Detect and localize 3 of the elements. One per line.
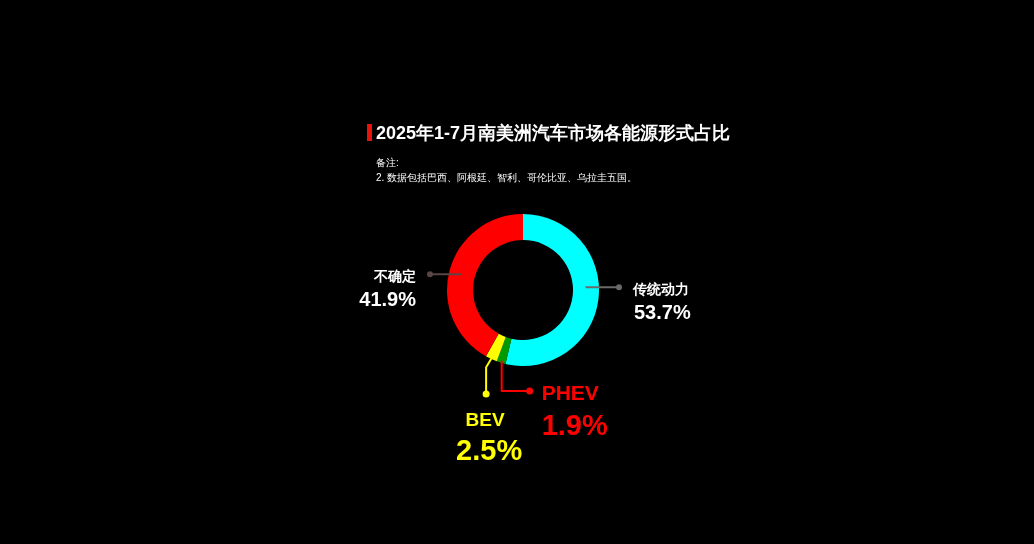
annotation: 2. 数据包括巴西、阿根廷、智利、哥伦比亚、乌拉圭五国。 bbox=[376, 172, 638, 183]
annotation: 备注: bbox=[376, 157, 399, 168]
title: 2025年1-7月南美洲汽车市场各能源形式占比 bbox=[376, 123, 731, 143]
